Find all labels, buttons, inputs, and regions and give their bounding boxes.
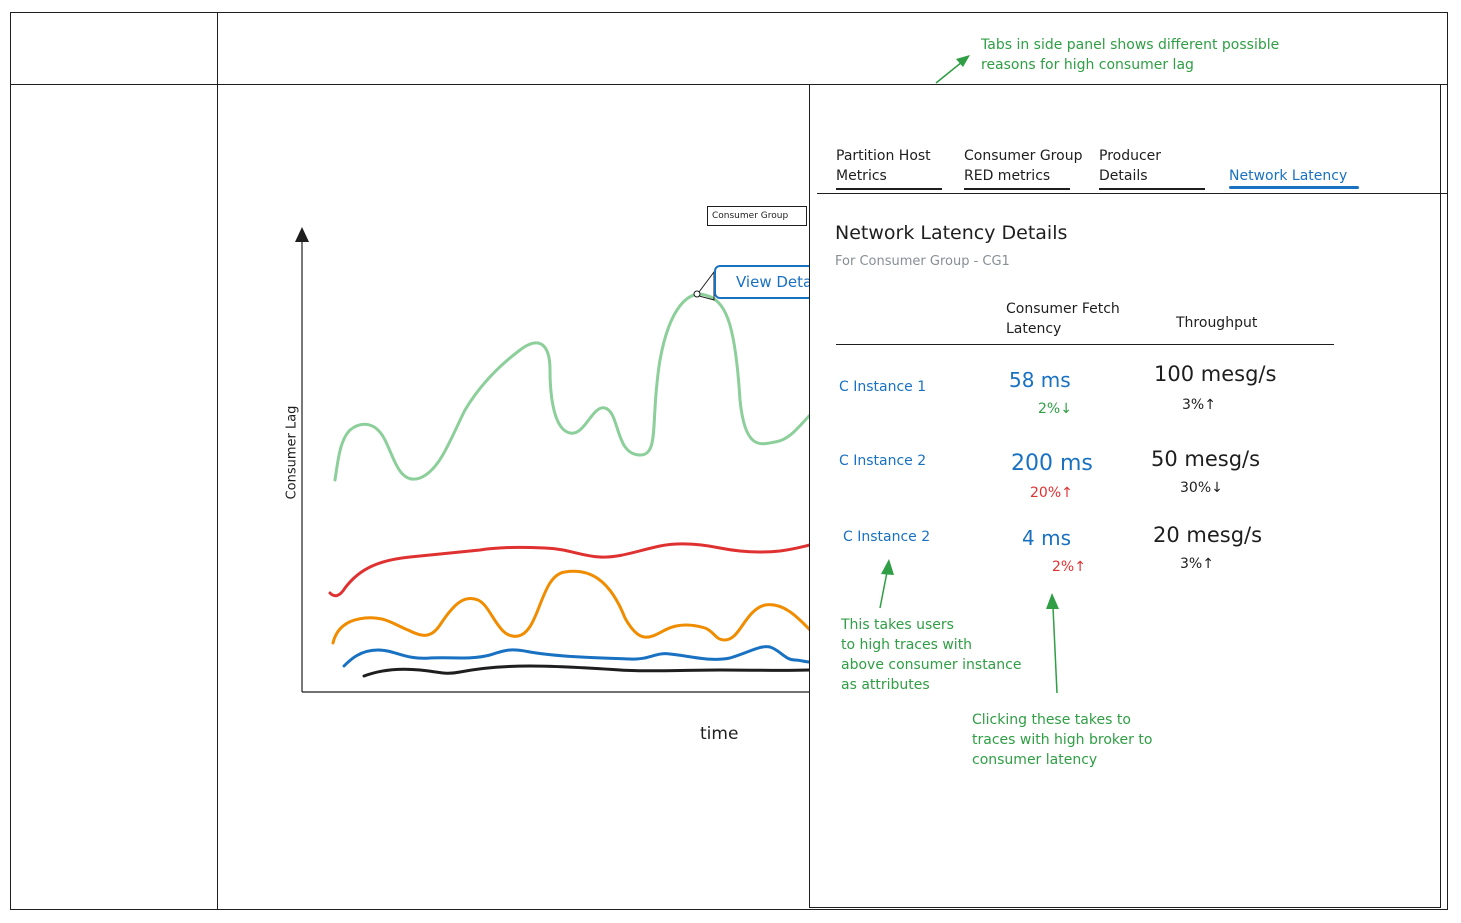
app-frame [10, 12, 1448, 910]
series-orange-line [331, 569, 812, 645]
series-blue-line [342, 645, 812, 668]
latency-value[interactable]: 200 ms [1011, 451, 1093, 476]
note-line: consumer latency [972, 752, 1098, 768]
column-header-line1: Consumer Fetch [1006, 301, 1120, 317]
throughput-value: 20 mesg/s [1153, 523, 1263, 547]
column-header-line2: Latency [1006, 321, 1062, 337]
note-line: as attributes [841, 677, 930, 693]
details-title: Network Latency Details [835, 222, 1068, 244]
series-red-line [328, 542, 812, 598]
note-line: above consumer instance [841, 657, 1022, 673]
tab-underline [964, 188, 1070, 190]
consumer-group-legend: Consumer Group [707, 206, 807, 226]
throughput-change: 3%↑ [1182, 397, 1216, 413]
latency-value[interactable]: 4 ms [1022, 526, 1071, 550]
series-black-line [362, 664, 812, 678]
y-axis-label: Consumer Lag [284, 405, 300, 500]
column-header-latency: Consumer Fetch Latency [1006, 299, 1120, 339]
tab-producer-details[interactable]: Producer Details [1099, 146, 1209, 190]
topbar-divider [10, 84, 1448, 85]
throughput-value: 100 mesg/s [1154, 362, 1277, 386]
note-line: This takes users [841, 617, 954, 633]
instance-link[interactable]: C Instance 1 [839, 379, 927, 395]
throughput-value: 50 mesg/s [1151, 447, 1261, 471]
tab-label-line1: Partition Host [836, 148, 931, 164]
latency-change: 20%↑ [1030, 485, 1073, 501]
tab-underline-active [1229, 186, 1359, 189]
instance-link[interactable]: C Instance 2 [839, 453, 927, 469]
note-line: to high traces with [841, 637, 973, 653]
tab-network-latency[interactable]: Network Latency [1229, 166, 1359, 189]
throughput-change: 30%↓ [1180, 480, 1223, 496]
note-line: Clicking these takes to [972, 712, 1131, 728]
latency-change: 2%↓ [1038, 401, 1072, 417]
tab-label-line2: RED metrics [964, 168, 1051, 184]
header-divider [836, 344, 1334, 345]
tab-consumer-group-red-metrics[interactable]: Consumer Group RED metrics [964, 146, 1088, 190]
tab-partition-host-metrics[interactable]: Partition Host Metrics [836, 146, 942, 190]
peak-marker [693, 290, 701, 298]
latency-value[interactable]: 58 ms [1009, 368, 1071, 392]
view-details-button[interactable]: View Deta [714, 265, 814, 299]
latency-change: 2%↑ [1052, 559, 1086, 575]
instance-annotation: This takes users to high traces with abo… [841, 615, 1021, 695]
tabs-divider [817, 193, 1447, 194]
column-header-throughput: Throughput [1176, 315, 1258, 331]
tab-label: Network Latency [1229, 168, 1348, 184]
tab-label-line2: Metrics [836, 168, 887, 184]
sidebar-divider [217, 12, 218, 910]
note-line: reasons for high consumer lag [981, 57, 1194, 73]
side-panel [809, 85, 1441, 908]
latency-annotation: Clicking these takes to traces with high… [972, 710, 1152, 770]
tab-underline [1099, 188, 1205, 190]
tab-label-line1: Consumer Group [964, 148, 1083, 164]
tabs-annotation: Tabs in side panel shows different possi… [981, 35, 1279, 75]
y-axis-arrow [295, 227, 309, 242]
tab-label-line2: Details [1099, 168, 1148, 184]
series-green-line [333, 292, 812, 482]
note-line: Tabs in side panel shows different possi… [981, 37, 1280, 53]
instance-link[interactable]: C Instance 2 [843, 529, 931, 545]
details-subtitle: For Consumer Group - CG1 [835, 254, 1010, 269]
tab-label-line1: Producer [1099, 148, 1162, 164]
x-axis-label: time [700, 724, 739, 744]
tab-underline [836, 188, 942, 190]
note-line: traces with high broker to [972, 732, 1153, 748]
throughput-change: 3%↑ [1180, 556, 1214, 572]
